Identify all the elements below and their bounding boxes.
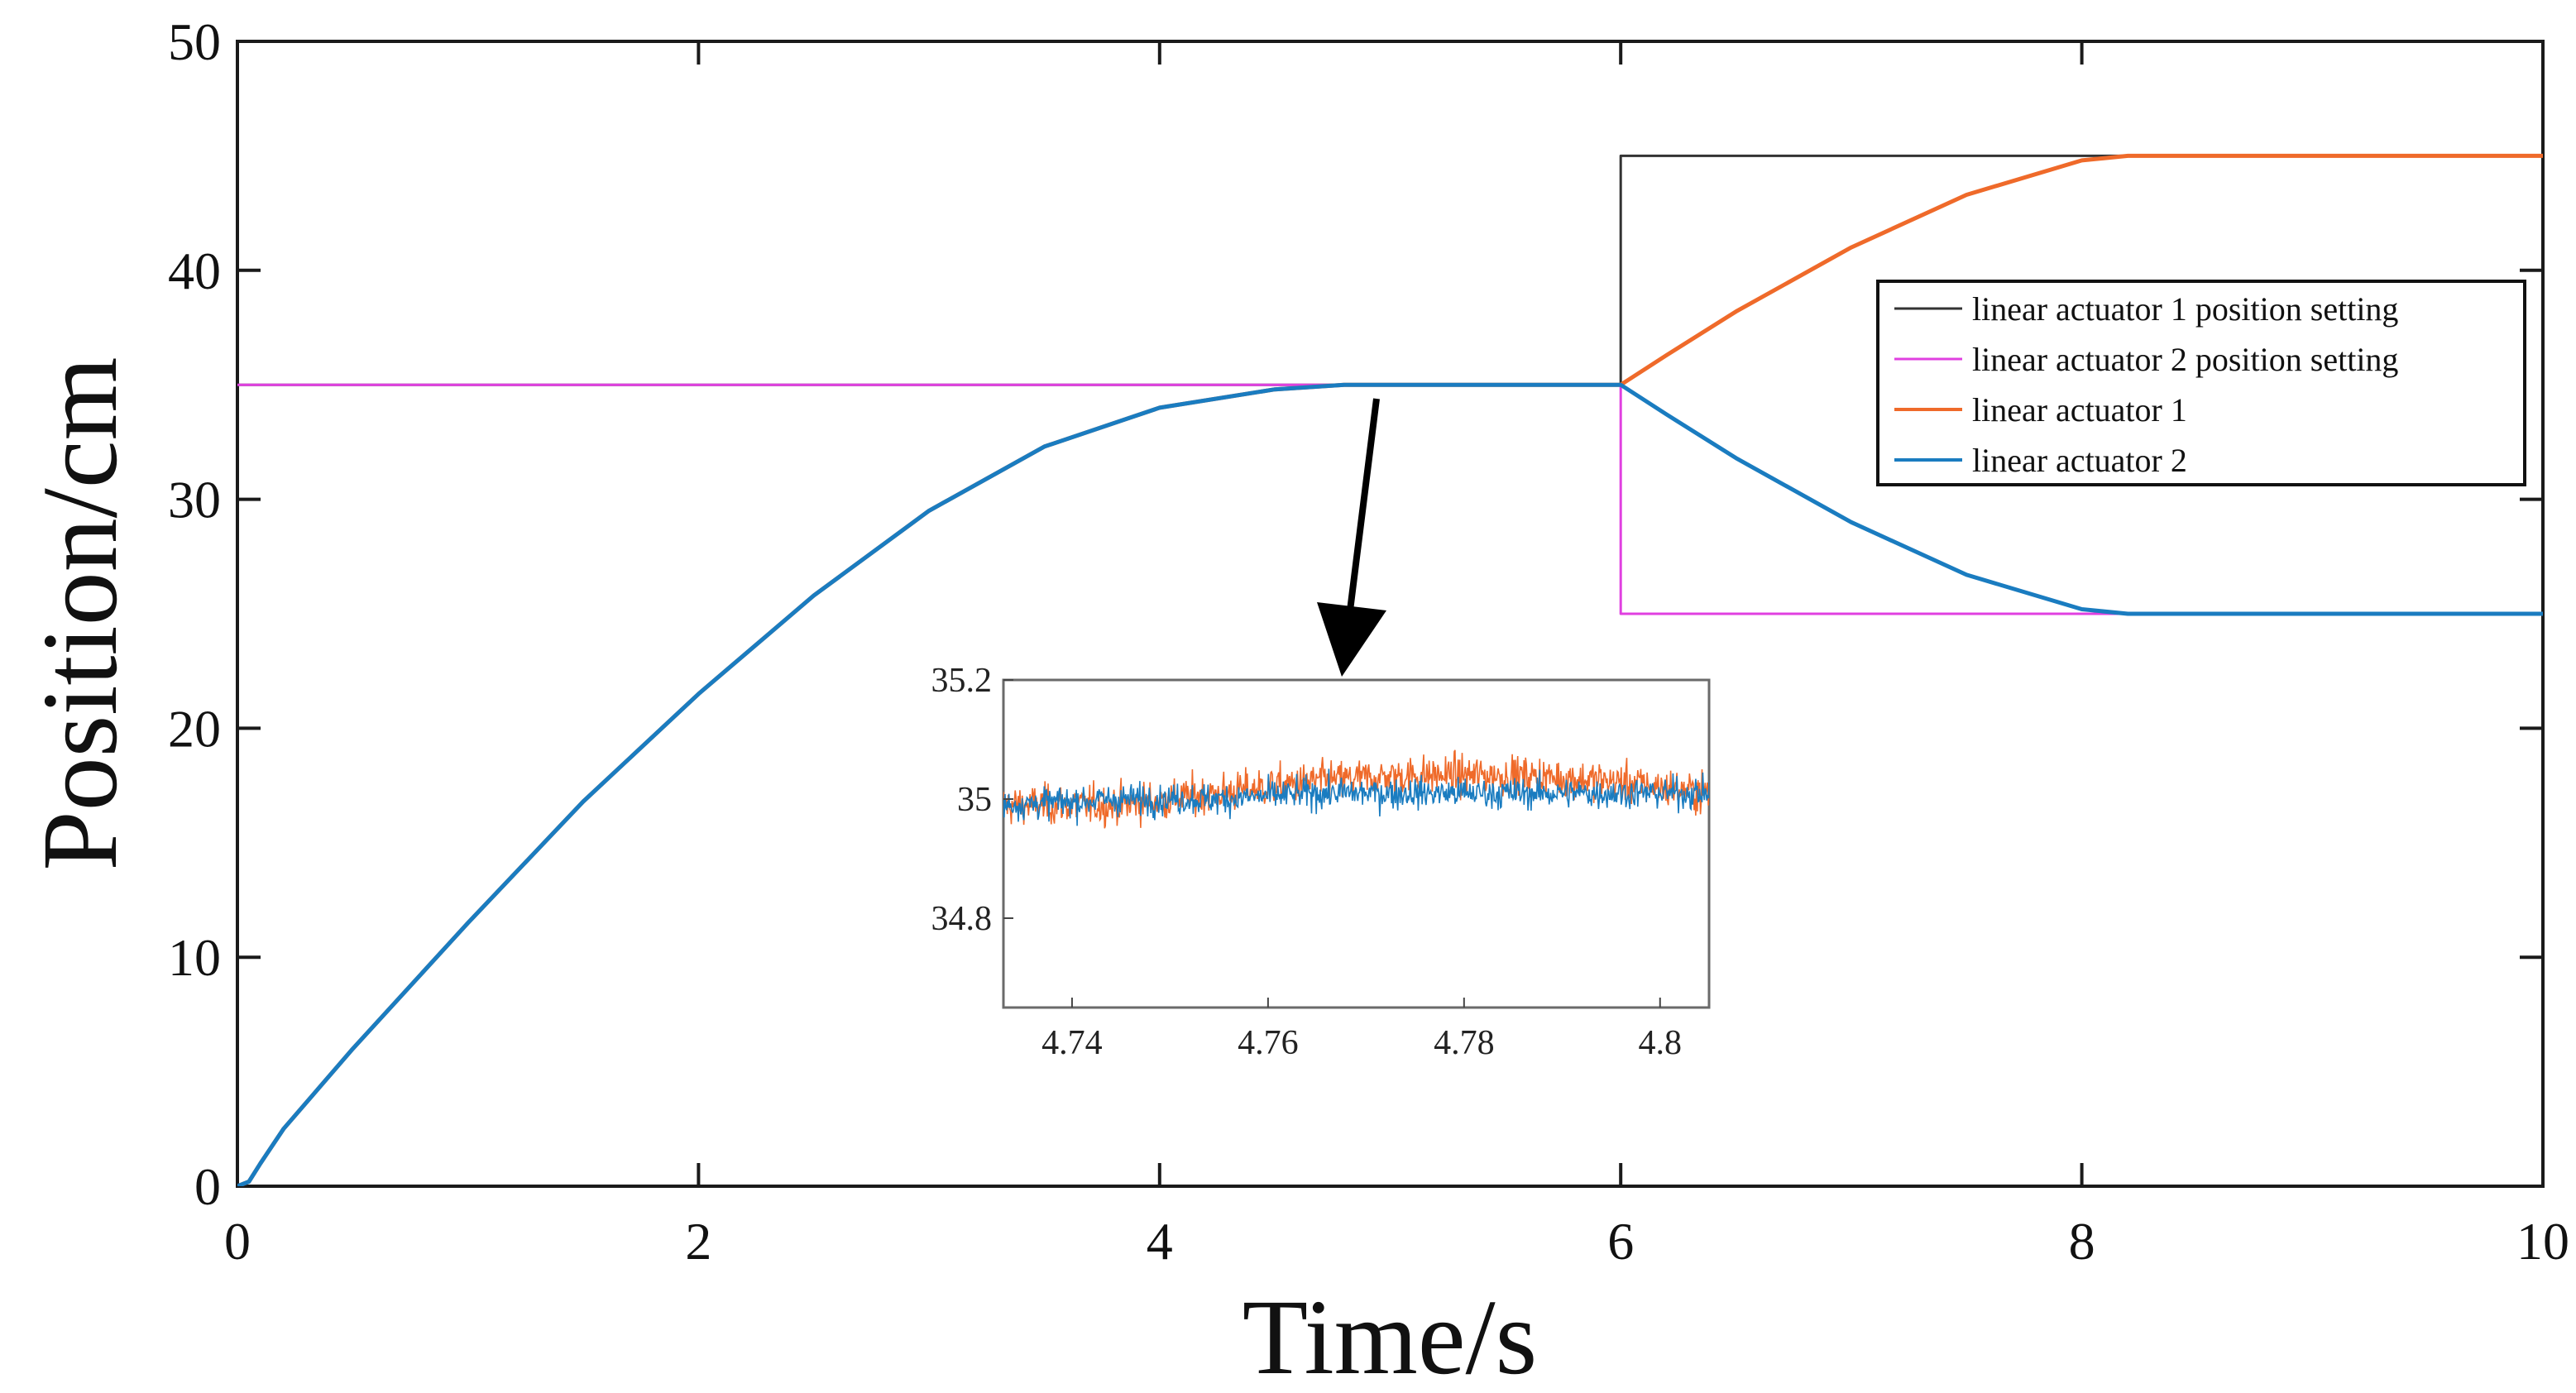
x-tick-label: 2	[685, 1212, 711, 1271]
series-actuator-2-line	[237, 382, 2543, 1186]
series-setting-2-line	[237, 383, 2543, 615]
legend-label-actuator-2: linear actuator 2	[1972, 442, 2187, 479]
x-axis-title: Time/s	[1243, 1278, 1537, 1393]
legend-label-setting-2: linear actuator 2 position setting	[1972, 341, 2398, 378]
x-tick-label: 6	[1607, 1212, 1634, 1271]
zoom-arrow-head	[1317, 602, 1386, 677]
y-tick-label: 50	[168, 12, 221, 71]
y-axis-title: Position/cm	[21, 357, 140, 870]
y-tick-label: 40	[168, 242, 221, 300]
x-tick-label: 10	[2516, 1212, 2569, 1271]
inset-actuator-2-trace	[1003, 768, 1709, 826]
inset-x-tick-label: 4.74	[1041, 1024, 1103, 1062]
inset-x-tick-label: 4.76	[1238, 1024, 1299, 1062]
inset-x-tick-label: 4.8	[1639, 1024, 1683, 1062]
zoom-arrow	[1317, 398, 1386, 677]
inset-y-tick-label: 35	[957, 781, 992, 819]
x-tick-label: 0	[224, 1212, 251, 1271]
inset-actuator-1-trace	[1003, 749, 1709, 829]
zoom-arrow-shaft	[1347, 398, 1380, 611]
y-tick-label: 10	[168, 928, 221, 987]
x-tick-label: 8	[2069, 1212, 2095, 1271]
inset-y-tick-label: 34.8	[931, 900, 993, 938]
y-tick-label: 0	[194, 1157, 221, 1216]
inset-x-tick-label: 4.78	[1434, 1024, 1495, 1062]
legend-label-setting-1: linear actuator 1 position setting	[1972, 290, 2398, 328]
inset-y-tick-label: 35.2	[931, 662, 993, 700]
inset-plot-area	[1002, 678, 1711, 1009]
legend-box	[1876, 280, 2526, 486]
legend: linear actuator 1 position setting linea…	[1876, 280, 2526, 486]
legend-label-actuator-1: linear actuator 1	[1972, 391, 2187, 428]
x-tick-label: 4	[1147, 1212, 1173, 1271]
y-tick-label: 20	[168, 699, 221, 758]
y-tick-label: 30	[168, 471, 221, 529]
